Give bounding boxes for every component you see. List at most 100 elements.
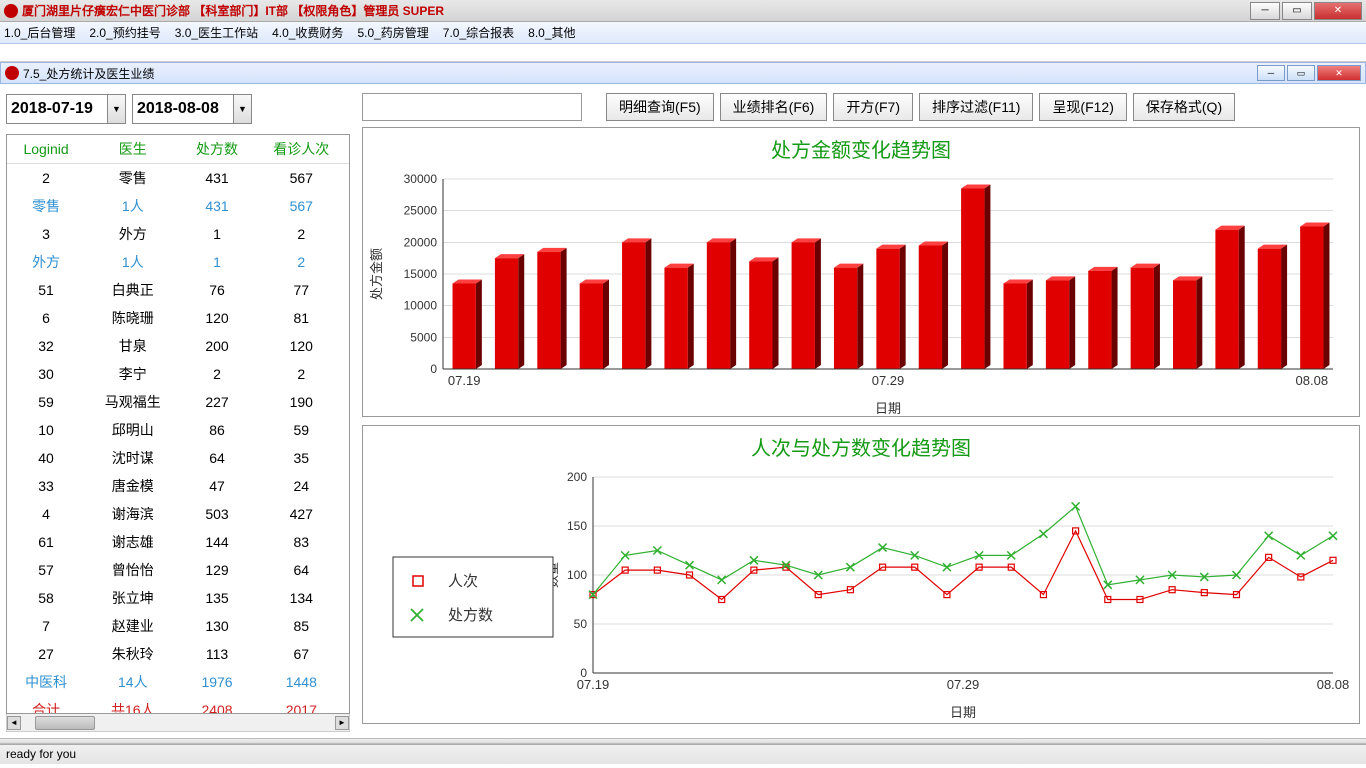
table-cell: 431: [180, 192, 253, 220]
date-to-dropdown[interactable]: ▼: [233, 95, 251, 123]
left-panel: ▼ ▼ Loginid医生处方数看诊人次 2零售431567零售1人431567…: [0, 84, 356, 738]
table-row[interactable]: 30李宁22: [7, 360, 349, 388]
scroll-left-arrow[interactable]: ◄: [7, 716, 21, 730]
table-row[interactable]: 58张立坤135134: [7, 584, 349, 612]
status-text: ready for you: [6, 747, 76, 761]
table-row[interactable]: 中医科14人19761448: [7, 668, 349, 696]
date-from-picker[interactable]: ▼: [6, 94, 126, 124]
table-cell: 134: [254, 584, 349, 612]
column-header[interactable]: 看诊人次: [254, 135, 349, 164]
table-cell: 白典正: [85, 276, 180, 304]
main-menubar: 1.0_后台管理 2.0_预约挂号 3.0_医生工作站 4.0_收费财务 5.0_药房管…: [0, 22, 1366, 44]
scroll-thumb[interactable]: [35, 716, 95, 730]
table-cell: 57: [7, 556, 85, 584]
svg-text:07.29: 07.29: [947, 677, 980, 692]
date-from-dropdown[interactable]: ▼: [107, 95, 125, 123]
line-chart-title: 人次与处方数变化趋势图: [363, 426, 1359, 467]
table-cell: 2: [7, 164, 85, 193]
table-cell: 邱明山: [85, 416, 180, 444]
table-cell: 503: [180, 500, 253, 528]
present-button[interactable]: 呈现(F12): [1039, 93, 1126, 121]
data-table-wrap: Loginid医生处方数看诊人次 2零售431567零售1人4315673外方1…: [6, 134, 350, 714]
maximize-button[interactable]: ▭: [1282, 2, 1312, 20]
table-row[interactable]: 7赵建业13085: [7, 612, 349, 640]
table-cell: 58: [7, 584, 85, 612]
sub-close-button[interactable]: ✕: [1317, 65, 1361, 81]
table-cell: 67: [254, 640, 349, 668]
rank-button[interactable]: 业绩排名(F6): [720, 93, 828, 121]
svg-text:08.08: 08.08: [1296, 373, 1329, 388]
table-cell: 零售: [85, 164, 180, 193]
table-row[interactable]: 6陈晓珊12081: [7, 304, 349, 332]
open-prescription-button[interactable]: 开方(F7): [833, 93, 913, 121]
sub-window-titlebar: 7.5_处方统计及医生业绩 ─ ▭ ✕: [0, 62, 1366, 84]
table-cell: 4: [7, 500, 85, 528]
table-cell: 外方: [7, 248, 85, 276]
save-format-button[interactable]: 保存格式(Q): [1133, 93, 1235, 121]
svg-text:07.19: 07.19: [577, 677, 610, 692]
table-row[interactable]: 32甘泉200120: [7, 332, 349, 360]
table-cell: 3: [7, 220, 85, 248]
table-cell: 35: [254, 444, 349, 472]
date-from-input[interactable]: [7, 95, 107, 123]
table-row[interactable]: 59马观福生227190: [7, 388, 349, 416]
table-row[interactable]: 合计共16人24082017: [7, 696, 349, 714]
table-row[interactable]: 3外方12: [7, 220, 349, 248]
menu-item[interactable]: 8.0_其他: [528, 24, 575, 41]
table-row[interactable]: 51白典正7677: [7, 276, 349, 304]
table-cell: 7: [7, 612, 85, 640]
date-to-picker[interactable]: ▼: [132, 94, 252, 124]
close-button[interactable]: ✕: [1314, 2, 1362, 20]
horizontal-scrollbar[interactable]: ◄ ►: [6, 714, 350, 732]
table-cell: 朱秋玲: [85, 640, 180, 668]
right-panel: 明细查询(F5) 业绩排名(F6) 开方(F7) 排序过滤(F11) 呈现(F1…: [356, 84, 1366, 738]
table-cell: 200: [180, 332, 253, 360]
table-cell: 甘泉: [85, 332, 180, 360]
menu-item[interactable]: 2.0_预约挂号: [89, 24, 160, 41]
table-row[interactable]: 33唐金模4724: [7, 472, 349, 500]
table-cell: 共16人: [85, 696, 180, 714]
table-cell: 129: [180, 556, 253, 584]
table-cell: 2: [180, 360, 253, 388]
table-row[interactable]: 零售1人431567: [7, 192, 349, 220]
table-row[interactable]: 10邱明山8659: [7, 416, 349, 444]
app-icon: [4, 4, 18, 18]
date-range-row: ▼ ▼: [6, 90, 350, 134]
menu-item[interactable]: 1.0_后台管理: [4, 24, 75, 41]
sub-minimize-button[interactable]: ─: [1257, 65, 1285, 81]
column-header[interactable]: 处方数: [180, 135, 253, 164]
svg-text:07.19: 07.19: [448, 373, 481, 388]
statusbar: ready for you: [0, 744, 1366, 764]
table-row[interactable]: 61谢志雄14483: [7, 528, 349, 556]
svg-text:150: 150: [567, 519, 587, 533]
table-cell: 120: [180, 304, 253, 332]
menu-item[interactable]: 7.0_综合报表: [443, 24, 514, 41]
menu-item[interactable]: 4.0_收费财务: [272, 24, 343, 41]
menu-item[interactable]: 3.0_医生工作站: [175, 24, 258, 41]
table-row[interactable]: 57曾怡怡12964: [7, 556, 349, 584]
minimize-button[interactable]: ─: [1250, 2, 1280, 20]
table-row[interactable]: 27朱秋玲11367: [7, 640, 349, 668]
svg-text:日期: 日期: [950, 705, 976, 720]
table-cell: 431: [180, 164, 253, 193]
column-header[interactable]: Loginid: [7, 135, 85, 164]
table-row[interactable]: 40沈时谋6435: [7, 444, 349, 472]
column-header[interactable]: 医生: [85, 135, 180, 164]
table-cell: 2: [254, 220, 349, 248]
sub-maximize-button[interactable]: ▭: [1287, 65, 1315, 81]
date-to-input[interactable]: [133, 95, 233, 123]
table-cell: 130: [180, 612, 253, 640]
toolbar-spacer: [0, 44, 1366, 62]
scroll-right-arrow[interactable]: ►: [335, 716, 349, 730]
table-row[interactable]: 外方1人12: [7, 248, 349, 276]
table-cell: 64: [180, 444, 253, 472]
menu-item[interactable]: 5.0_药房管理: [357, 24, 428, 41]
table-row[interactable]: 2零售431567: [7, 164, 349, 193]
table-cell: 113: [180, 640, 253, 668]
search-input[interactable]: [362, 93, 582, 121]
sort-filter-button[interactable]: 排序过滤(F11): [919, 93, 1033, 121]
table-row[interactable]: 4谢海滨503427: [7, 500, 349, 528]
table-cell: 陈晓珊: [85, 304, 180, 332]
detail-query-button[interactable]: 明细查询(F5): [606, 93, 714, 121]
table-cell: 190: [254, 388, 349, 416]
